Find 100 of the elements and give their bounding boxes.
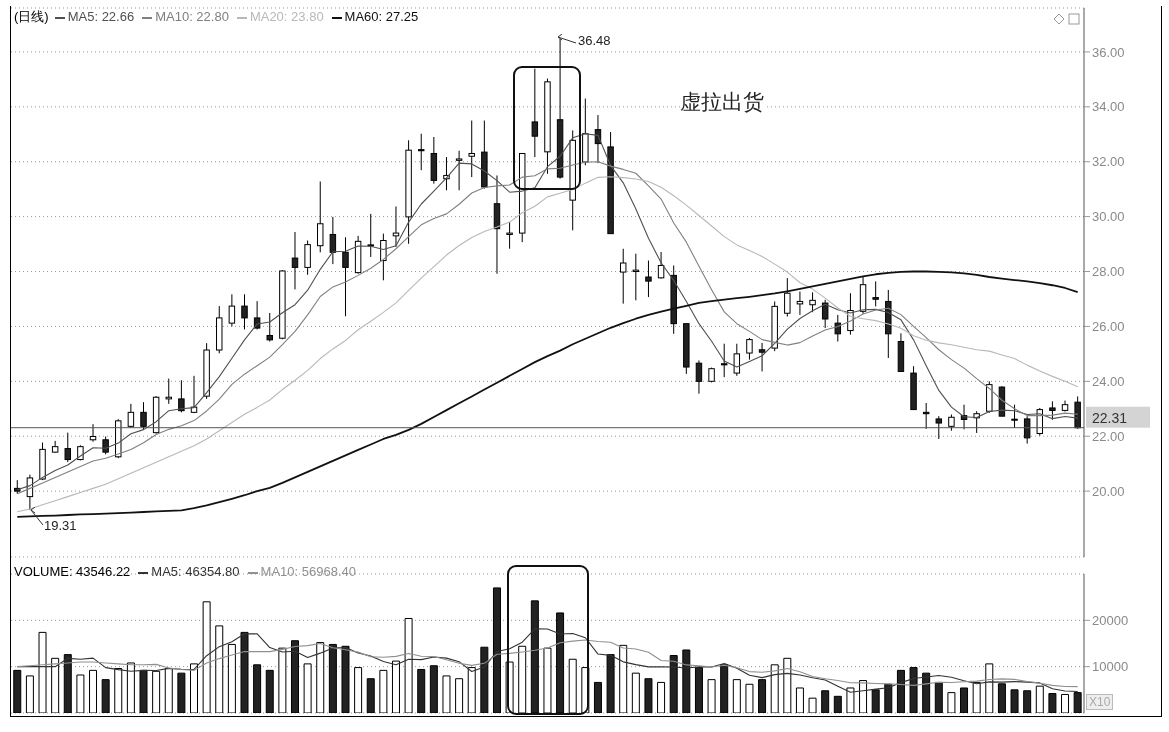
- candlestick: [317, 180, 324, 253]
- bar: [152, 670, 161, 713]
- bar: [619, 644, 628, 713]
- candlestick: [140, 401, 147, 430]
- candlestick: [746, 337, 753, 361]
- bar: [909, 667, 918, 713]
- bar: [89, 669, 98, 713]
- ref-line-label: 22.31: [1092, 409, 1128, 426]
- bar: [657, 681, 666, 713]
- candlestick: [784, 277, 791, 318]
- candlestick: [228, 293, 236, 327]
- bar: [164, 668, 173, 713]
- candlestick: [645, 260, 652, 298]
- bar: [568, 658, 577, 713]
- y-tick-label: 20.00: [1092, 483, 1125, 499]
- candlestick: [304, 240, 311, 276]
- candlestick: [468, 120, 475, 178]
- bar: [177, 672, 186, 713]
- bar: [492, 587, 501, 713]
- candlestick: [872, 280, 879, 307]
- y-tick-label: 32.00: [1092, 154, 1125, 170]
- bar: [593, 681, 602, 713]
- legend-label: MA5: 46354.80: [150, 564, 240, 579]
- bar: [126, 662, 135, 713]
- candlestick: [796, 291, 804, 316]
- bar: [290, 640, 299, 713]
- bar: [821, 690, 830, 713]
- chart-title: (日线): [14, 9, 49, 24]
- bar: [1061, 693, 1070, 713]
- candlestick: [758, 342, 766, 372]
- candlestick: [632, 253, 640, 301]
- candlestick: [266, 312, 273, 343]
- bar: [429, 665, 438, 713]
- legend-label: MA60: 27.25: [343, 9, 419, 24]
- bar: [1035, 685, 1044, 713]
- bar: [417, 668, 426, 713]
- annotation: 虚拉出货: [680, 90, 764, 114]
- line-series: [16, 270, 1079, 518]
- bar: [745, 683, 754, 713]
- bar: [25, 675, 34, 713]
- bar: [366, 678, 375, 713]
- bar: [1023, 690, 1032, 713]
- bar: [833, 695, 842, 713]
- candlestick: [834, 314, 842, 343]
- candlestick: [935, 415, 943, 440]
- candlestick: [720, 343, 728, 378]
- bar: [341, 645, 350, 713]
- bar: [379, 669, 388, 713]
- candlestick: [695, 359, 703, 395]
- bar: [316, 642, 325, 713]
- y-tick-label: 34.00: [1092, 99, 1125, 115]
- candlestick: [418, 133, 425, 171]
- bar: [190, 663, 199, 713]
- bar: [442, 675, 451, 713]
- annotation: 19.31: [44, 518, 77, 534]
- bar: [13, 669, 22, 713]
- bar: [391, 660, 400, 713]
- candlestick: [367, 213, 374, 258]
- bar: [644, 678, 653, 713]
- bar: [227, 643, 236, 713]
- bar: [669, 655, 678, 713]
- bar: [795, 687, 804, 713]
- bar: [265, 669, 274, 713]
- y-tick-label: 28.00: [1092, 264, 1125, 280]
- candlestick: [1011, 404, 1018, 429]
- bar: [240, 631, 249, 713]
- bar: [960, 687, 969, 713]
- bar: [76, 674, 85, 713]
- bar: [783, 657, 792, 713]
- candlestick: [455, 150, 463, 191]
- bar: [139, 669, 148, 713]
- bar: [253, 664, 262, 713]
- bar: [455, 678, 464, 713]
- candlestick: [291, 231, 299, 290]
- candlestick: [733, 343, 741, 377]
- legend-label: MA10: 22.80: [154, 9, 229, 24]
- bar: [682, 649, 691, 713]
- y-tick-label: 30.00: [1092, 209, 1125, 225]
- y-tick-label: 10000: [1092, 659, 1129, 675]
- bar: [480, 646, 489, 713]
- candlestick: [190, 375, 198, 414]
- candlestick: [922, 402, 930, 430]
- candlestick: [1049, 400, 1056, 421]
- bar: [467, 667, 476, 713]
- bar: [303, 663, 312, 713]
- bar: [1010, 689, 1019, 713]
- bar: [101, 679, 110, 713]
- bar: [278, 647, 287, 713]
- bar: [38, 631, 47, 713]
- bar: [114, 668, 123, 713]
- y-tick-label: 22.00: [1092, 428, 1125, 444]
- bar: [404, 617, 413, 713]
- bar: [354, 667, 363, 713]
- text: X10: [1086, 694, 1114, 710]
- bar: [922, 672, 931, 713]
- candlestick: [329, 216, 337, 265]
- bar: [972, 681, 981, 713]
- bar: [732, 679, 741, 713]
- y-tick-label: 36.00: [1092, 44, 1125, 60]
- bar: [63, 654, 72, 713]
